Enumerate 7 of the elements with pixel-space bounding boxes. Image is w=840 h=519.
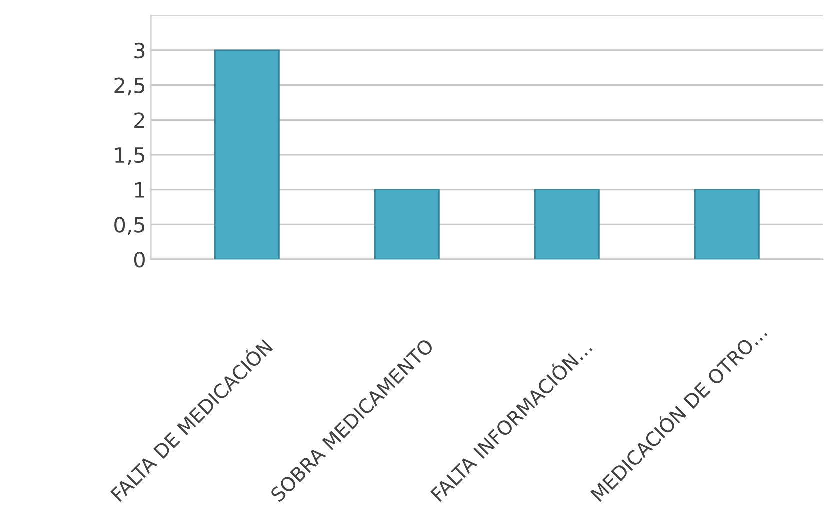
y-tick-label: 0,5: [114, 217, 145, 235]
y-tick-label: 1: [135, 182, 144, 198]
y-tick-label: 3: [134, 42, 145, 59]
y-tick-label: 1,5: [115, 148, 145, 166]
y-tick-label: 2: [134, 112, 144, 128]
y-tick-label: 2,5: [114, 78, 145, 96]
y-tick-label: 0: [134, 252, 145, 268]
